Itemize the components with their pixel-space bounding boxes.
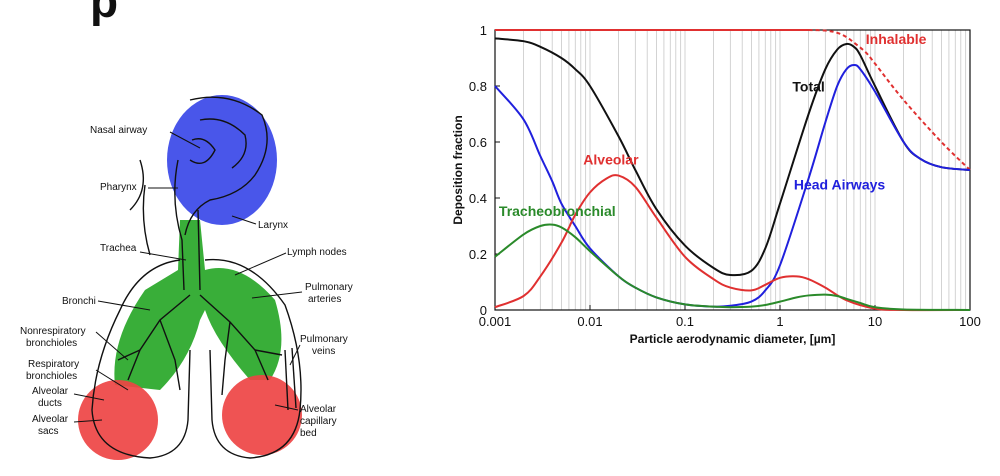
deposition-chart: 0.001 0.01 0.1 1 10 100 0 0.2 0.4 0.6 0.8 1 Inhalab… [451, 23, 981, 346]
label-trachea: Trachea [100, 243, 137, 254]
series-label-alveolar: Alveolar [583, 151, 639, 167]
label-nasal-airway: Nasal airway [90, 125, 147, 136]
x-tick-label: 10 [868, 314, 882, 329]
series-line-head-airways [494, 63, 971, 308]
tracheobronchial-region [114, 220, 282, 390]
label-lymph-nodes: Lymph nodes [287, 247, 347, 258]
label-alveolar-capillary-2: capillary [300, 416, 337, 427]
respiratory-tract-illustration: Nasal airway Pharynx Larynx Trachea Lymp… [20, 95, 353, 460]
leader-lines [73, 131, 303, 423]
label-pulmonary-arteries-2: arteries [308, 294, 341, 305]
label-alveolar-ducts-2: ducts [38, 398, 62, 409]
series-line-tracheobronchial [494, 223, 971, 311]
series-line-alveolar [494, 174, 971, 312]
head-airways-region [167, 95, 277, 225]
label-pulmonary-veins-2: veins [312, 346, 335, 357]
slide-title-fragment: p [90, 0, 119, 26]
series-label-inhalable: Inhalable [866, 31, 927, 47]
label-alveolar-capillary-1: Alveolar [300, 404, 337, 415]
y-tick-label: 0.4 [469, 191, 487, 206]
series-line-total [494, 37, 971, 277]
series-label-tracheobronchial: Tracheobronchial [499, 203, 616, 219]
chart-grid [494, 30, 967, 310]
series-label-head-airways: Head Airways [794, 177, 886, 193]
label-respiratory-1: Respiratory [28, 359, 79, 370]
x-tick-label: 0.01 [577, 314, 602, 329]
axis-ticks: 0.001 0.01 0.1 1 10 100 0 0.2 0.4 0.6 0.8 1 [469, 23, 981, 329]
label-alveolar-capillary-3: bed [300, 428, 317, 439]
label-alveolar-sacs-2: sacs [38, 426, 59, 437]
series-labels: Inhalable Total Head Airways Alveolar Trache… [499, 31, 927, 219]
label-nonrespiratory-2: bronchioles [26, 338, 77, 349]
y-tick-label: 0.6 [469, 135, 487, 150]
alveolar-region-right [222, 375, 302, 455]
label-nonrespiratory-1: Nonrespiratory [20, 326, 86, 337]
label-alveolar-ducts-1: Alveolar [32, 386, 69, 397]
x-tick-label: 100 [959, 314, 981, 329]
x-tick-label: 1 [776, 314, 783, 329]
label-pharynx: Pharynx [100, 182, 137, 193]
chart-series [494, 28, 971, 312]
x-axis-label: Particle aerodynamic diameter, [µm] [630, 332, 836, 346]
y-tick-label: 1 [480, 23, 487, 38]
label-pulmonary-veins-1: Pulmonary [300, 334, 348, 345]
series-line-inhalable-dashed [808, 29, 971, 171]
label-respiratory-2: bronchioles [26, 371, 77, 382]
y-tick-label: 0.8 [469, 79, 487, 94]
label-pulmonary-arteries-1: Pulmonary [305, 282, 353, 293]
label-alveolar-sacs-1: Alveolar [32, 414, 69, 425]
x-tick-label: 0.1 [676, 314, 694, 329]
label-larynx: Larynx [258, 220, 288, 231]
y-axis-label: Deposition fraction [451, 115, 465, 224]
anatomy-outline [91, 96, 302, 459]
plot-frame [494, 29, 971, 311]
series-label-total: Total [792, 79, 824, 95]
alveolar-region-left [78, 380, 158, 460]
x-tick-label: 0.001 [479, 314, 512, 329]
y-tick-label: 0 [480, 303, 487, 318]
label-bronchi: Bronchi [62, 296, 96, 307]
y-tick-label: 0.2 [469, 247, 487, 262]
